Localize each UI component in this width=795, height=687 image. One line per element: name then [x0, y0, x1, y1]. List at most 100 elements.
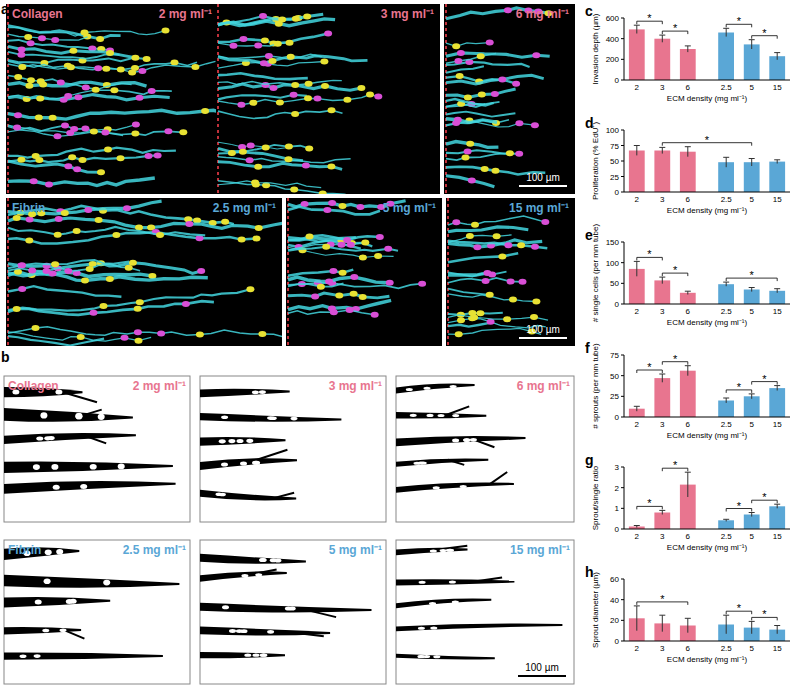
significance-star: *: [647, 248, 652, 260]
y-axis-label: Sprout diameter (µm): [591, 572, 600, 648]
nucleus: [24, 34, 32, 40]
sprout-shape: [396, 482, 514, 492]
nucleus: [138, 68, 146, 74]
bars: [629, 366, 785, 417]
error-bar: [774, 160, 780, 164]
y-tick: [621, 529, 624, 530]
x-tick-label: 2.5: [721, 83, 733, 92]
nucleus: [466, 233, 474, 239]
nucleus: [112, 232, 120, 238]
nucleus-hole: [216, 493, 223, 497]
nucleus: [82, 85, 90, 91]
cell-body: [218, 84, 361, 90]
nucleus-hole: [463, 438, 470, 442]
sprout-shape: [4, 481, 176, 494]
x-tick-label: 6: [686, 83, 691, 92]
nucleus-hole: [417, 462, 424, 465]
error-bar: [749, 394, 755, 399]
x-axis-label: ECM density (mg ml⁻¹): [667, 543, 748, 552]
sprout-shape: [200, 627, 330, 636]
nucleus: [452, 43, 460, 49]
bar: [654, 151, 670, 193]
nucleus: [61, 123, 69, 129]
nucleus: [371, 312, 379, 318]
y-axis: [624, 467, 625, 529]
nucleus: [185, 221, 193, 227]
nucleus: [291, 111, 299, 117]
cell-body: [218, 80, 342, 85]
x-axis: [624, 192, 790, 193]
x-tick-label: 2: [635, 307, 640, 316]
cell-body: [448, 273, 487, 275]
nucleus: [418, 281, 426, 287]
nucleus-hole: [452, 414, 459, 417]
nucleus: [328, 107, 336, 113]
nucleus: [346, 307, 354, 313]
nucleus: [339, 203, 347, 209]
nucleus: [70, 126, 78, 132]
nucleus: [356, 204, 364, 210]
mask-frame: [200, 540, 386, 684]
bar: [769, 506, 785, 529]
sprout-branch: [448, 460, 464, 465]
material-label: Fibrin: [12, 201, 45, 215]
cell-body: [8, 83, 132, 99]
nucleus: [339, 270, 347, 276]
bar: [718, 520, 734, 529]
nucleus: [90, 310, 98, 316]
cell-body: [446, 54, 496, 64]
x-tick-label: 6: [686, 307, 691, 316]
nucleus: [343, 237, 351, 243]
nucleus: [473, 244, 481, 250]
cell-body: [288, 310, 375, 315]
nucleus: [305, 81, 313, 87]
nucleus: [503, 316, 511, 322]
y-tick: [621, 262, 624, 263]
nucleus: [486, 292, 494, 298]
nucleus: [246, 286, 254, 292]
nucleus: [101, 129, 109, 135]
panel-letter: g: [585, 452, 594, 468]
x-tick-label: 2.5: [721, 644, 733, 653]
nucleus-hole: [241, 574, 248, 577]
bars: [629, 261, 785, 304]
nucleus: [261, 38, 269, 44]
cell-body: [448, 272, 507, 277]
nucleus-hole: [438, 414, 445, 417]
nucleus: [454, 58, 462, 64]
sprout-shape: [200, 413, 341, 422]
nucleus: [36, 96, 44, 102]
error-bar: [634, 606, 640, 631]
nucleus-hole: [221, 415, 228, 419]
bar: [680, 152, 696, 192]
sprout-shape: [4, 461, 173, 473]
error-bar: [685, 291, 691, 294]
y-tick: [621, 176, 624, 177]
sprout-shape: [4, 575, 179, 588]
error-bar: [749, 621, 755, 633]
error-bar: [659, 277, 665, 284]
cell-body: [446, 142, 498, 148]
cell-body: [8, 232, 257, 244]
nucleus: [359, 294, 367, 300]
x-tick-label: 6: [686, 420, 691, 429]
nucleus: [106, 50, 114, 56]
bar: [769, 388, 785, 417]
y-tick-label: 20: [610, 616, 619, 625]
nucleus: [374, 94, 382, 100]
nucleus: [323, 207, 331, 213]
nucleus-hole: [450, 385, 457, 388]
y-axis-label: # sprouts (per mm tube): [591, 343, 600, 429]
y-tick: [621, 487, 624, 488]
bar: [629, 29, 645, 80]
y-axis: [624, 355, 625, 417]
sprout-shape: [396, 383, 475, 393]
nucleus: [106, 276, 114, 282]
nucleus: [512, 81, 520, 87]
nucleus: [335, 293, 343, 299]
cell-body: [288, 277, 390, 283]
x-tick-label: 2.5: [721, 195, 733, 204]
nucleus-hole: [260, 558, 267, 562]
nucleus: [27, 77, 35, 83]
bar: [744, 44, 760, 80]
